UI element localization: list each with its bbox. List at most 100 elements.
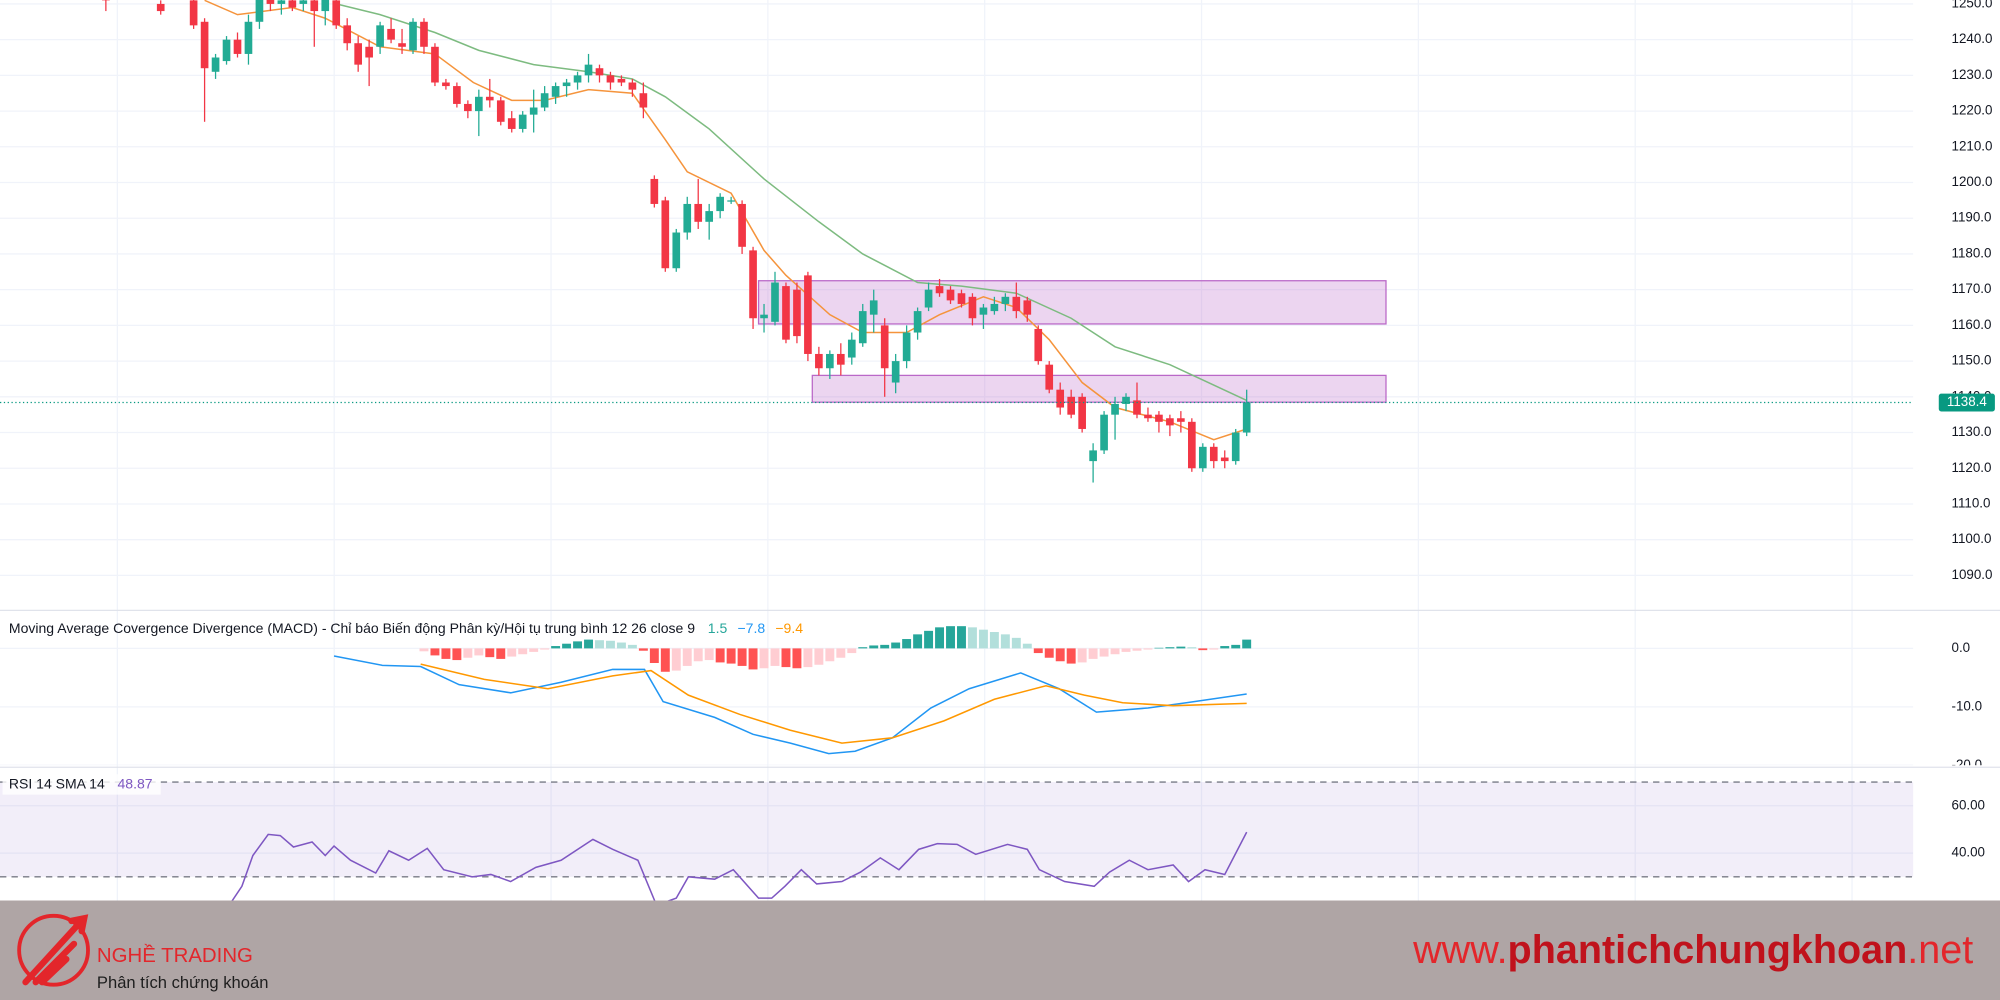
candle-body bbox=[496, 100, 505, 122]
brand: NGHỀ TRADING bbox=[97, 944, 253, 967]
candle-body bbox=[1198, 446, 1207, 469]
candle-body bbox=[332, 0, 341, 26]
candle-body bbox=[376, 25, 384, 47]
histogram-bar bbox=[1000, 634, 1010, 649]
candle-body bbox=[858, 311, 867, 344]
histogram-bar bbox=[463, 648, 473, 658]
candle-body bbox=[836, 353, 845, 365]
histogram-bar bbox=[660, 648, 670, 672]
candle-body bbox=[650, 178, 659, 204]
histogram-bar bbox=[1099, 648, 1109, 657]
candle-body bbox=[1231, 432, 1240, 462]
histogram-bar bbox=[1132, 648, 1142, 651]
rsi-pane bbox=[0, 781, 1914, 901]
y-tick-label: 1200.0 bbox=[1952, 174, 1993, 189]
histogram-bar bbox=[627, 644, 637, 649]
candle-body bbox=[617, 78, 626, 83]
histogram-bar bbox=[452, 648, 462, 661]
candle-body bbox=[683, 203, 692, 233]
candle-body bbox=[782, 286, 790, 340]
candle-body bbox=[1001, 296, 1010, 304]
candle-body bbox=[310, 0, 319, 12]
candle-body bbox=[200, 21, 209, 69]
histogram-bar bbox=[770, 648, 780, 666]
histogram-bar bbox=[715, 648, 725, 663]
candle-body bbox=[233, 39, 242, 54]
candle-body bbox=[1144, 414, 1152, 419]
candle-body bbox=[880, 325, 889, 369]
candle-body bbox=[639, 93, 648, 108]
candle-body bbox=[409, 21, 417, 51]
macd-pane bbox=[0, 626, 1914, 766]
histogram-bar bbox=[913, 634, 923, 649]
histogram-bar bbox=[671, 648, 681, 671]
candle-body bbox=[815, 353, 823, 369]
candle-body bbox=[804, 275, 812, 354]
candle-body bbox=[705, 211, 714, 222]
candle-body bbox=[343, 25, 352, 44]
histogram-bar bbox=[814, 648, 824, 665]
candle-body bbox=[738, 203, 746, 247]
histogram-bar bbox=[967, 627, 977, 649]
histogram-bar bbox=[1143, 648, 1153, 650]
tagline: Phân tích chứng khoán bbox=[97, 973, 268, 992]
candle-body bbox=[1111, 403, 1119, 415]
candle-body bbox=[1034, 328, 1043, 362]
histogram-bar bbox=[496, 648, 506, 659]
candle-body bbox=[793, 289, 801, 337]
histogram-bar bbox=[737, 648, 747, 666]
banner: NGHỀ TRADING Phân tích chứng khoán www.p… bbox=[0, 900, 2000, 1000]
indicator-line bbox=[336, 3, 1248, 402]
histogram-bar bbox=[704, 648, 714, 661]
candle-body bbox=[672, 232, 681, 269]
histogram-bar bbox=[573, 641, 583, 649]
candle-body bbox=[189, 0, 198, 26]
rsi-title: RSI 14 SMA 14 bbox=[9, 775, 105, 791]
candle-body bbox=[957, 293, 966, 304]
candle-body bbox=[1188, 421, 1196, 469]
candle-body bbox=[518, 114, 527, 129]
histogram-bar bbox=[562, 643, 572, 649]
candle-body bbox=[464, 103, 472, 112]
price-pane bbox=[0, 0, 1914, 577]
rsi-header-bg bbox=[2, 774, 161, 795]
last-price-label: 1138.4 bbox=[1947, 394, 1987, 409]
y-tick-label: 1190.0 bbox=[1952, 210, 1992, 225]
price-axis: 1090.01100.01110.01120.01130.01140.01150… bbox=[1938, 0, 1995, 582]
histogram-bar bbox=[1044, 648, 1054, 658]
histogram-bar bbox=[1231, 644, 1241, 649]
histogram-bar bbox=[1088, 648, 1098, 659]
histogram-bar bbox=[1077, 648, 1087, 663]
candle-body bbox=[398, 43, 406, 47]
histogram-bar bbox=[584, 639, 593, 649]
candle-body bbox=[485, 96, 494, 101]
rsi-band bbox=[0, 782, 1914, 877]
y-tick-label: 1120.0 bbox=[1952, 460, 1992, 475]
histogram-bar bbox=[1055, 648, 1065, 662]
histogram-bar bbox=[836, 648, 846, 658]
y-tick-label: -10.0 bbox=[1952, 698, 1983, 713]
website: www.phantichchungkhoan.net bbox=[1412, 928, 1973, 972]
logo-ring bbox=[17, 913, 90, 987]
histogram-bar bbox=[1165, 647, 1175, 649]
histogram-bar bbox=[419, 648, 429, 652]
histogram-bar bbox=[540, 648, 550, 650]
candle-body bbox=[277, 0, 286, 4]
histogram-bar bbox=[529, 648, 539, 652]
macd-line-value: −7.8 bbox=[737, 620, 765, 636]
histogram-bar bbox=[946, 626, 955, 649]
candle-body bbox=[1067, 396, 1075, 415]
candle-body bbox=[990, 303, 999, 312]
histogram-bar bbox=[924, 630, 934, 649]
histogram-bar bbox=[485, 648, 495, 658]
candle-body bbox=[354, 43, 362, 65]
histogram-bar bbox=[978, 629, 988, 649]
y-tick-label: 1160.0 bbox=[1952, 317, 1992, 332]
zone bbox=[811, 374, 1387, 403]
y-tick-label: 1220.0 bbox=[1952, 103, 1993, 118]
y-tick-label: 40.00 bbox=[1952, 845, 1985, 860]
y-tick-label: 1230.0 bbox=[1952, 67, 1993, 82]
rsi-header: RSI 14 SMA 14 48.87 bbox=[9, 775, 153, 791]
histogram-bar bbox=[1066, 648, 1076, 664]
